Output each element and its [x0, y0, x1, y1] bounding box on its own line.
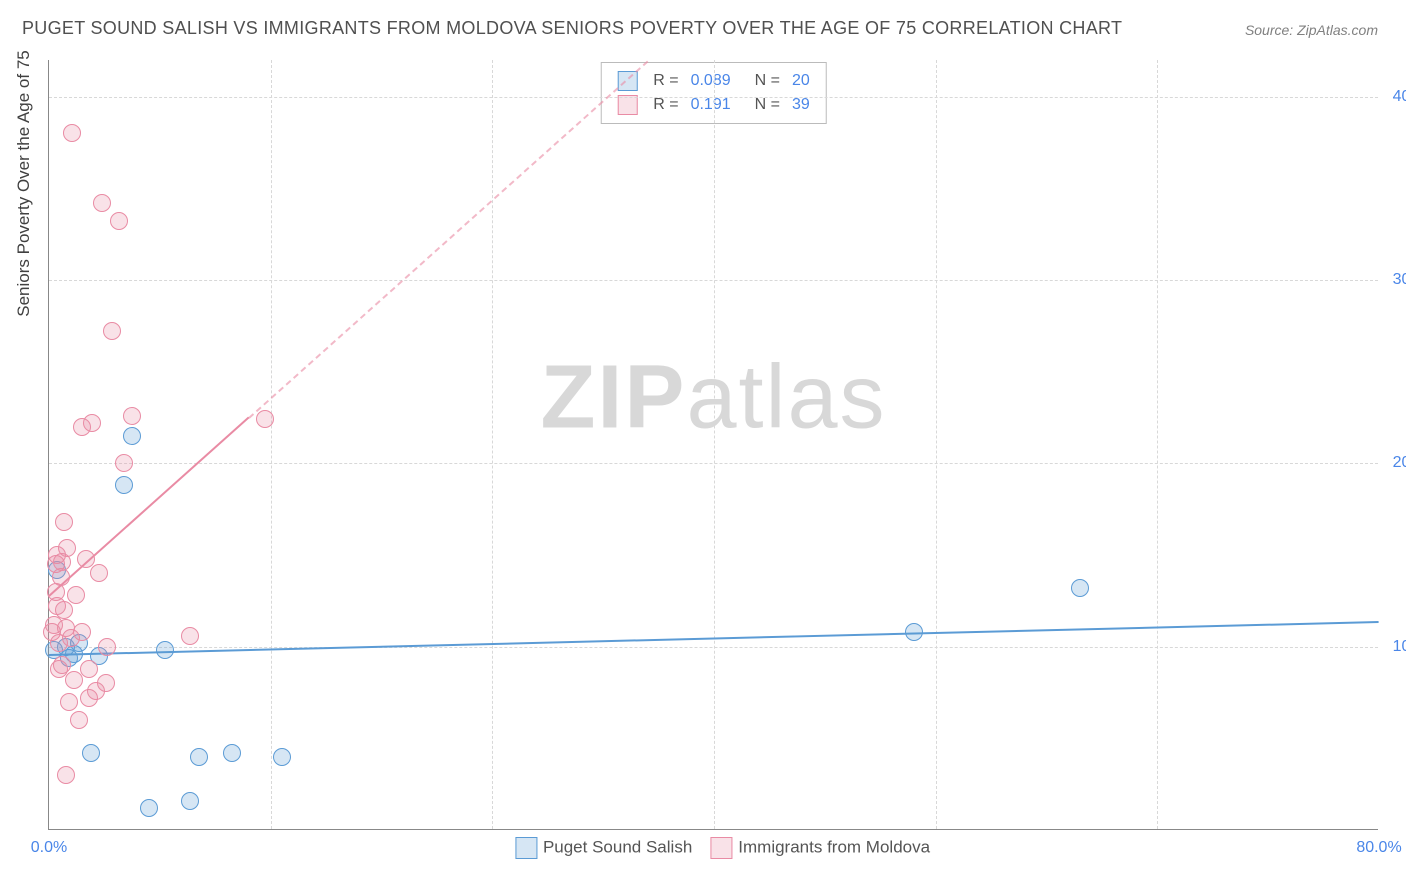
data-point — [60, 693, 78, 711]
data-point — [80, 660, 98, 678]
data-point — [77, 550, 95, 568]
gridline-v — [271, 60, 272, 829]
watermark-bold: ZIP — [540, 348, 686, 448]
data-point — [67, 586, 85, 604]
gridline-v — [1157, 60, 1158, 829]
data-point — [103, 322, 121, 340]
y-tick-label: 40.0% — [1383, 88, 1406, 106]
source-label: Source: ZipAtlas.com — [1245, 22, 1378, 38]
data-point — [156, 641, 174, 659]
x-tick-label: 80.0% — [1356, 839, 1401, 857]
chart-title: PUGET SOUND SALISH VS IMMIGRANTS FROM MO… — [22, 18, 1122, 39]
series-legend: Puget Sound Salish Immigrants from Moldov… — [497, 837, 930, 859]
y-tick-label: 10.0% — [1383, 638, 1406, 656]
data-point — [55, 601, 73, 619]
data-point — [58, 539, 76, 557]
y-axis-label: Seniors Poverty Over the Age of 75 — [14, 50, 34, 316]
data-point — [1071, 579, 1089, 597]
plot-area: ZIPatlas R =0.089N =20R =0.191N =39 Puge… — [48, 60, 1378, 830]
data-point — [90, 564, 108, 582]
data-point — [82, 744, 100, 762]
gridline-v — [492, 60, 493, 829]
data-point — [181, 627, 199, 645]
data-point — [73, 623, 91, 641]
data-point — [70, 711, 88, 729]
gridline-v — [714, 60, 715, 829]
trend-line-dashed — [248, 60, 648, 418]
data-point — [115, 454, 133, 472]
data-point — [57, 766, 75, 784]
data-point — [93, 194, 111, 212]
data-point — [97, 674, 115, 692]
data-point — [273, 748, 291, 766]
legend-series-name: Puget Sound Salish — [543, 837, 692, 856]
data-point — [55, 513, 73, 531]
legend-n-label: N = — [749, 69, 786, 93]
legend-r-label: R = — [647, 69, 684, 93]
data-point — [140, 799, 158, 817]
y-tick-label: 30.0% — [1383, 271, 1406, 289]
legend-series-name: Immigrants from Moldova — [738, 837, 930, 856]
y-tick-label: 20.0% — [1383, 454, 1406, 472]
data-point — [80, 689, 98, 707]
legend-swatch — [617, 95, 637, 115]
data-point — [181, 792, 199, 810]
data-point — [50, 660, 68, 678]
legend-swatch — [710, 837, 732, 859]
data-point — [190, 748, 208, 766]
trend-line — [48, 417, 249, 597]
data-point — [63, 124, 81, 142]
data-point — [83, 414, 101, 432]
watermark-light: atlas — [686, 348, 886, 448]
x-tick-label: 0.0% — [31, 839, 67, 857]
data-point — [115, 476, 133, 494]
legend-r-value: 0.089 — [685, 69, 737, 93]
data-point — [905, 623, 923, 641]
data-point — [123, 407, 141, 425]
data-point — [223, 744, 241, 762]
data-point — [256, 410, 274, 428]
legend-swatch — [515, 837, 537, 859]
legend-n-value: 20 — [786, 69, 816, 93]
data-point — [123, 427, 141, 445]
data-point — [98, 638, 116, 656]
gridline-v — [936, 60, 937, 829]
data-point — [110, 212, 128, 230]
